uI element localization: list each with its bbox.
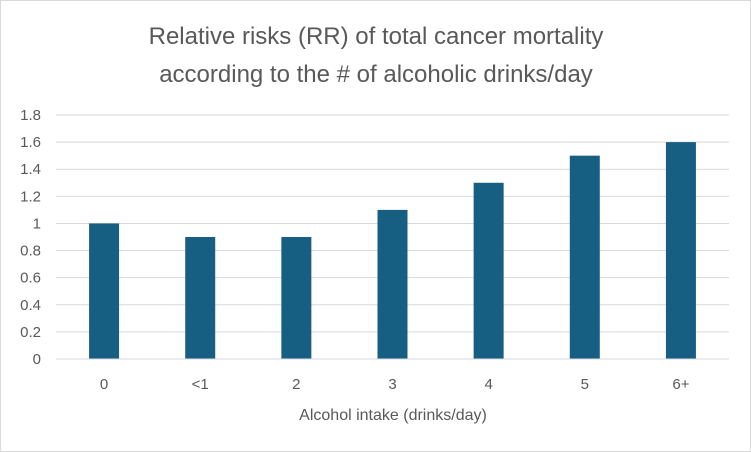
bars	[89, 142, 696, 359]
y-tick-label: 0.8	[20, 243, 41, 260]
y-tick-label: 1.6	[20, 134, 41, 151]
y-tick-label: 1.4	[20, 161, 41, 178]
x-axis-title: Alcohol intake (drinks/day)	[299, 407, 487, 424]
x-tick-label: 4	[484, 376, 492, 393]
y-tick-label: 0	[33, 351, 41, 368]
chart-title-line-1: Relative risks (RR) of total cancer mort…	[149, 23, 604, 50]
y-tick-label: 1	[33, 215, 41, 232]
bar	[89, 223, 120, 359]
bar	[281, 237, 312, 359]
bar	[473, 182, 504, 359]
y-tick-label: 0.4	[20, 297, 41, 314]
x-axis-tick-labels: 0 <1 2 3 4 5 6+	[100, 376, 690, 393]
bar	[185, 237, 216, 359]
bar	[569, 155, 600, 359]
x-tick-label: 0	[100, 376, 108, 393]
x-tick-label: 3	[388, 376, 396, 393]
x-tick-label: 2	[292, 376, 300, 393]
y-tick-label: 1.2	[20, 188, 41, 205]
y-axis-tick-labels: 0 0.2 0.4 0.6 0.8 1 1.2 1.4 1.6 1.8	[20, 107, 41, 368]
x-tick-label: <1	[192, 376, 209, 393]
y-tick-label: 1.8	[20, 107, 41, 124]
bar	[665, 142, 696, 359]
y-tick-label: 0.6	[20, 270, 41, 287]
x-tick-label: 6+	[672, 376, 689, 393]
y-tick-label: 0.2	[20, 324, 41, 341]
x-tick-label: 5	[581, 376, 589, 393]
chart-title-line-2: according to the # of alcoholic drinks/d…	[159, 61, 593, 88]
bar	[377, 209, 408, 359]
